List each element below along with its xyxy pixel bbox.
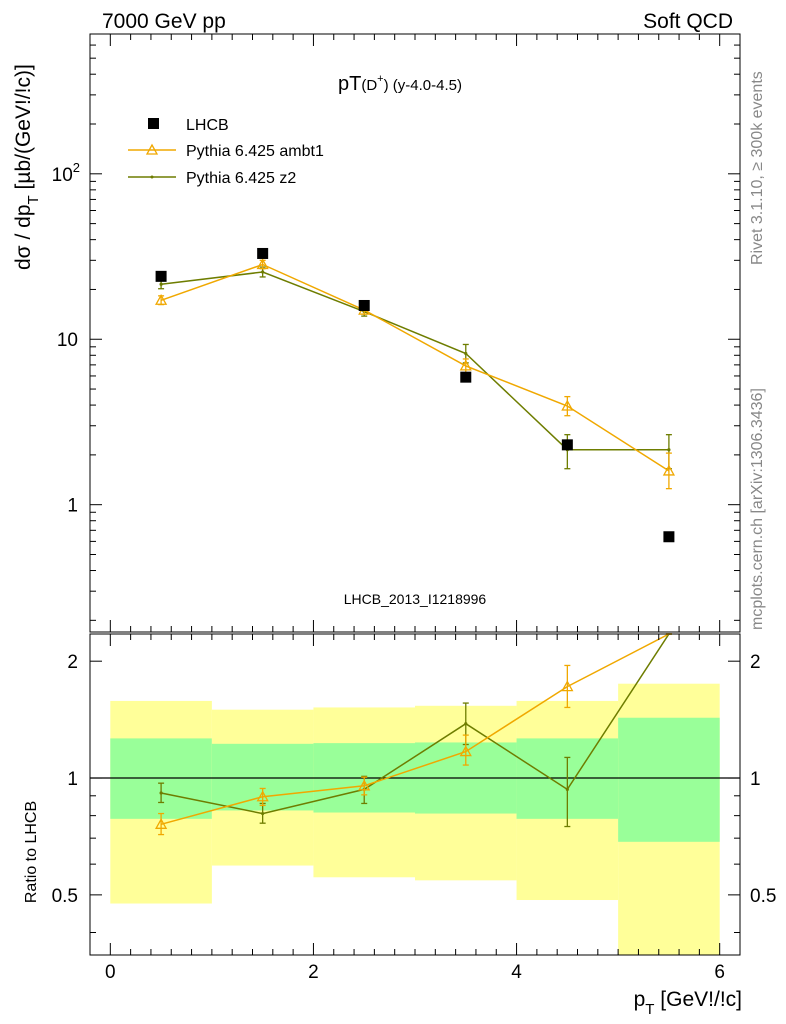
x-axis-label-rest: [GeV!/!c] (654, 988, 742, 1011)
ratio-ambt1-point (459, 745, 472, 757)
lhcb-data-point (561, 439, 573, 451)
x-axis-label-main: p (634, 988, 646, 1011)
ratio-y-axis-label: Ratio to LHCB (23, 801, 40, 903)
rivet-credit: Rivet 3.1.10, ≥ 300k events (749, 71, 766, 265)
ratio-uncertainty-bands (110, 683, 720, 955)
x-tick-label: 0 (105, 962, 116, 983)
legend-z2-marker (150, 175, 154, 179)
ratio-z2-point (159, 791, 163, 795)
main-y-axis-label-main: dσ / dp (12, 204, 35, 270)
x-tick-label: 4 (511, 962, 522, 983)
plot-title-main: pT (338, 73, 361, 95)
ratio-y-tick-label-left: 2 (67, 652, 78, 673)
main-y-tick-exponent: 2 (73, 160, 80, 175)
mcplots-credit: mcplots.cern.ch [arXiv:1306.3436] (749, 388, 766, 630)
ratio-z2-line (160, 633, 670, 815)
legend-label-ambt1: Pythia 6.425 ambt1 (186, 143, 324, 160)
x-tick-label: 2 (308, 962, 319, 983)
ambt1-point (154, 293, 168, 305)
ratio-y-tick-label-right: 2 (750, 652, 761, 673)
ambt1-point (459, 359, 472, 371)
ambt1-point (561, 399, 574, 411)
analysis-watermark: LHCB_2013_I1218996 (344, 591, 487, 607)
lhcb-data-point (155, 270, 167, 282)
ratio-ambt1-point (358, 779, 371, 791)
plot-title-sub: (D (361, 77, 377, 94)
plot-title: pT(D+) (y-4.0-4.5) (338, 73, 462, 95)
main-plot-area (154, 247, 676, 543)
main-y-axis-label: dσ / dpT [µb/(GeV!/!c)] (12, 64, 42, 270)
x-axis-label: pT [GeV!/!c] (634, 988, 742, 1018)
z2-point (159, 282, 163, 286)
ratio-z2-point (464, 722, 468, 726)
legend: LHCB Pythia 6.425 ambt1 Pythia 6.425 z2 (128, 117, 324, 187)
legend-data-marker (148, 118, 159, 129)
z2-point (464, 351, 468, 356)
lhcb-data-point (257, 247, 269, 259)
ratio-y-tick-label-right: 1 (750, 769, 761, 790)
plot-title-rest: ) (y-4.0-4.5) (384, 77, 462, 94)
ratio-z2-point (261, 811, 265, 816)
main-y-tick-label: 10 (57, 330, 78, 351)
ratio-z2-point (565, 787, 569, 791)
header-left-label: 7000 GeV pp (102, 10, 226, 33)
legend-ambt1-marker (145, 143, 159, 155)
ambt1-line (160, 263, 670, 472)
legend-label-data: LHCB (186, 117, 229, 134)
ratio-y-tick-label-left: 0.5 (52, 886, 78, 907)
main-y-tick-label: 102 (52, 160, 80, 186)
lhcb-data-point (358, 299, 370, 311)
z2-line (161, 271, 669, 451)
ratio-ambt1-line (160, 633, 670, 826)
header-right-label: Soft QCD (643, 10, 733, 33)
z2-point (261, 270, 265, 274)
x-tick-label: 6 (714, 962, 725, 983)
ratio-plot-area (90, 633, 740, 836)
main-y-axis-label-rest: [µb/(GeV!/!c)] (12, 64, 35, 195)
main-y-axis-label-sub: T (25, 195, 42, 204)
ratio-ambt1-point (561, 680, 574, 692)
ambt1-point (662, 464, 676, 476)
main-y-tick-label: 1 (67, 496, 78, 517)
ratio-y-tick-label-left: 1 (67, 769, 78, 790)
lhcb-data-point (460, 371, 472, 383)
ratio-y-tick-label-right: 0.5 (750, 886, 776, 907)
plot-title-sup: + (377, 73, 383, 85)
main-plot-axes: 1 10 102 (52, 33, 741, 633)
ratio-plot-axes: 0.5 0.5 1 1 2 2 0 2 4 6 (52, 633, 776, 983)
ratio-ambt1-point (256, 790, 269, 802)
lhcb-data-point (663, 531, 675, 543)
legend-label-z2: Pythia 6.425 z2 (186, 170, 296, 187)
ambt1-point (256, 258, 269, 270)
z2-point (667, 448, 671, 452)
ratio-inner-band (618, 717, 720, 842)
x-axis-label-sub: T (645, 1001, 654, 1018)
ratio-ambt1-point (154, 817, 168, 829)
